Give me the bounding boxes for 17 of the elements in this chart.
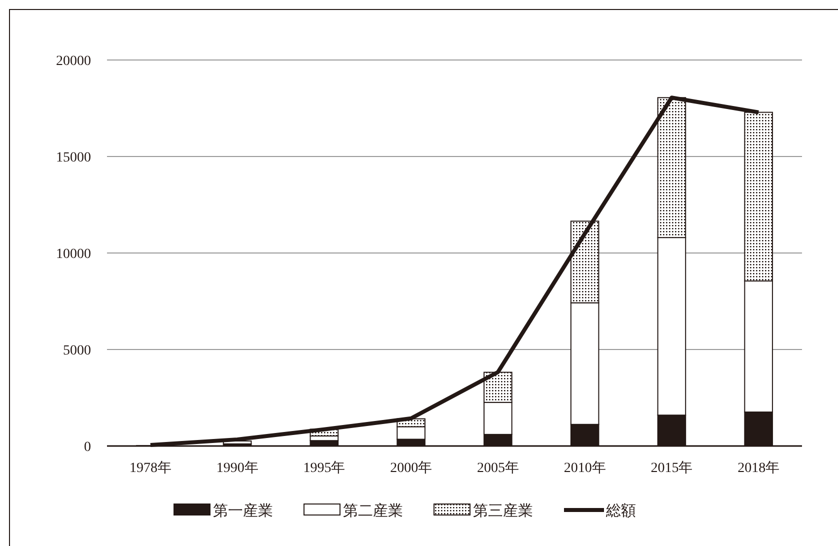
legend-label: 第一産業	[213, 502, 273, 520]
x-tick-label: 1995年	[303, 460, 346, 476]
x-tick-label: 2000年	[390, 460, 432, 476]
x-tick-label: 2005年	[476, 460, 519, 476]
x-tick-label: 2015年	[650, 460, 693, 476]
y-tick-label: 0	[84, 440, 91, 455]
legend-label: 総額	[605, 502, 636, 520]
x-tick-label: 2018年	[738, 460, 780, 476]
y-tick-label: 5000	[63, 343, 91, 358]
y-tick-label: 20000	[56, 54, 91, 69]
legend-label: 第三産業	[473, 502, 533, 520]
legend-label: 第二産業	[343, 502, 403, 520]
x-tick-label: 1990年	[216, 460, 258, 476]
x-tick-label: 2010年	[564, 460, 606, 476]
x-tick-label: 1978年	[129, 460, 172, 476]
y-tick-label: 15000	[56, 150, 91, 166]
y-tick-label: 10000	[56, 246, 91, 262]
